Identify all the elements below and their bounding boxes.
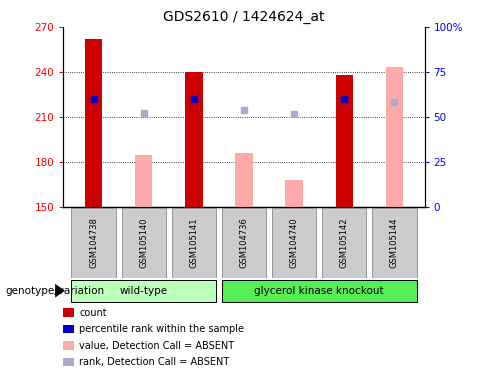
Text: GSM104740: GSM104740	[290, 218, 299, 268]
Bar	[322, 208, 366, 278]
Text: GSM105142: GSM105142	[340, 218, 349, 268]
Text: count: count	[79, 308, 107, 318]
Text: wild-type: wild-type	[120, 286, 168, 296]
Polygon shape	[55, 284, 65, 298]
Text: genotype/variation: genotype/variation	[5, 286, 104, 296]
Text: glycerol kinase knockout: glycerol kinase knockout	[254, 286, 384, 296]
Bar	[285, 180, 303, 207]
Text: GSM105141: GSM105141	[189, 218, 198, 268]
Bar	[71, 208, 116, 278]
Text: value, Detection Call = ABSENT: value, Detection Call = ABSENT	[79, 341, 234, 351]
Bar	[336, 75, 353, 207]
Text: GSM105144: GSM105144	[390, 218, 399, 268]
Bar	[71, 280, 216, 302]
Bar	[135, 155, 152, 207]
Bar	[85, 39, 102, 207]
Title: GDS2610 / 1424624_at: GDS2610 / 1424624_at	[163, 10, 325, 25]
Bar	[122, 208, 166, 278]
Bar	[172, 208, 216, 278]
Bar	[222, 208, 266, 278]
Text: GSM105140: GSM105140	[139, 218, 148, 268]
Bar	[235, 153, 253, 207]
Text: percentile rank within the sample: percentile rank within the sample	[79, 324, 244, 334]
Text: GSM104736: GSM104736	[240, 217, 248, 268]
Bar	[185, 72, 203, 207]
Bar	[222, 280, 417, 302]
Text: GSM104738: GSM104738	[89, 217, 98, 268]
Bar	[386, 68, 403, 207]
Text: rank, Detection Call = ABSENT: rank, Detection Call = ABSENT	[79, 357, 229, 367]
Bar	[372, 208, 417, 278]
Bar	[272, 208, 316, 278]
